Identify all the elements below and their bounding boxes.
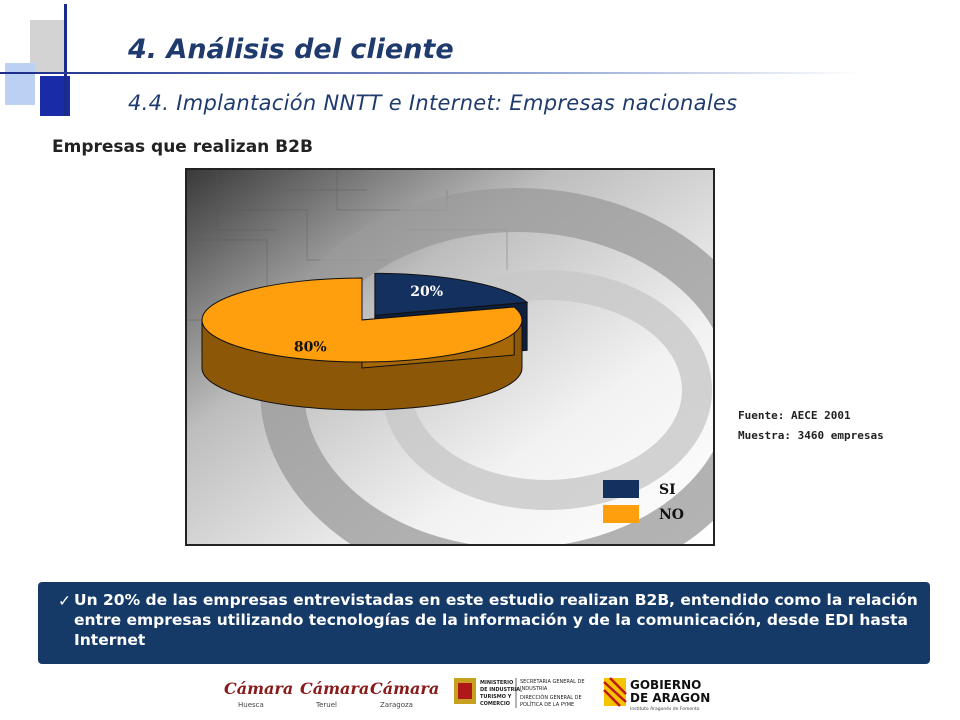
- pie-slice-no: [201, 277, 523, 411]
- page-subtitle: 4.4. Implantación NNTT e Internet: Empre…: [128, 91, 738, 115]
- summary-text: Un 20% de las empresas entrevistadas en …: [74, 591, 918, 649]
- svg-text:Cámara: Cámara: [300, 679, 369, 698]
- svg-text:Instituto Aragonés de Fomento: Instituto Aragonés de Fomento: [630, 705, 700, 712]
- svg-text:SECRETARIA GENERAL DE: SECRETARIA GENERAL DE: [520, 679, 585, 685]
- legend-label-no: NO: [659, 507, 684, 523]
- camara-huesca-logo: Cámara Huesca: [224, 679, 293, 709]
- legend-label-si: SI: [659, 482, 676, 498]
- check-icon: ✓: [58, 592, 71, 610]
- pie-chart: 20% 80% SI NO: [187, 170, 713, 544]
- svg-text:GOBIERNO: GOBIERNO: [630, 678, 701, 692]
- svg-text:Huesca: Huesca: [238, 701, 264, 709]
- source-info: Fuente: AECE 2001 Muestra: 3460 empresas: [738, 406, 884, 446]
- camara-zaragoza-logo: Cámara Zaragoza: [370, 679, 439, 709]
- chart-panel: 20% 80% SI NO: [185, 168, 715, 546]
- svg-text:POLÍTICA DE LA PYME: POLÍTICA DE LA PYME: [520, 701, 574, 708]
- ministerio-logo: MINISTERIO DE INDUSTRIA, TURISMO Y COMER…: [454, 678, 585, 708]
- section-title: Empresas que realizan B2B: [52, 137, 313, 157]
- svg-text:Cámara: Cámara: [370, 679, 439, 698]
- svg-text:TURISMO Y: TURISMO Y: [480, 694, 512, 700]
- gobierno-aragon-logo: GOBIERNO DE ARAGON Instituto Aragonés de…: [603, 677, 710, 712]
- svg-text:INDUSTRIA: INDUSTRIA: [520, 686, 548, 692]
- svg-text:Zaragoza: Zaragoza: [380, 701, 413, 709]
- legend-swatch-no: [603, 505, 639, 523]
- source-fuente: Fuente: AECE 2001: [738, 409, 851, 422]
- svg-text:Teruel: Teruel: [315, 701, 337, 709]
- svg-text:DIRECCIÓN GENERAL DE: DIRECCIÓN GENERAL DE: [520, 694, 582, 701]
- svg-text:MINISTERIO: MINISTERIO: [480, 680, 513, 686]
- source-muestra: Muestra: 3460 empresas: [738, 429, 884, 442]
- header-decoration: [0, 0, 960, 130]
- data-label-no: 80%: [294, 339, 327, 355]
- svg-text:DE ARAGON: DE ARAGON: [630, 691, 710, 705]
- page-title: 4. Análisis del cliente: [128, 34, 454, 65]
- data-label-si: 20%: [410, 284, 443, 300]
- svg-text:COMERCIO: COMERCIO: [480, 701, 510, 707]
- camara-teruel-logo: Cámara Teruel: [300, 679, 369, 709]
- sponsor-logos: Cámara Huesca Cámara Teruel Cámara Zarag…: [224, 677, 710, 712]
- svg-text:DE INDUSTRIA,: DE INDUSTRIA,: [480, 687, 522, 693]
- legend-swatch-si: [603, 480, 639, 498]
- summary-note: ✓ Un 20% de las empresas entrevistadas e…: [38, 582, 930, 664]
- svg-text:Cámara: Cámara: [224, 679, 293, 698]
